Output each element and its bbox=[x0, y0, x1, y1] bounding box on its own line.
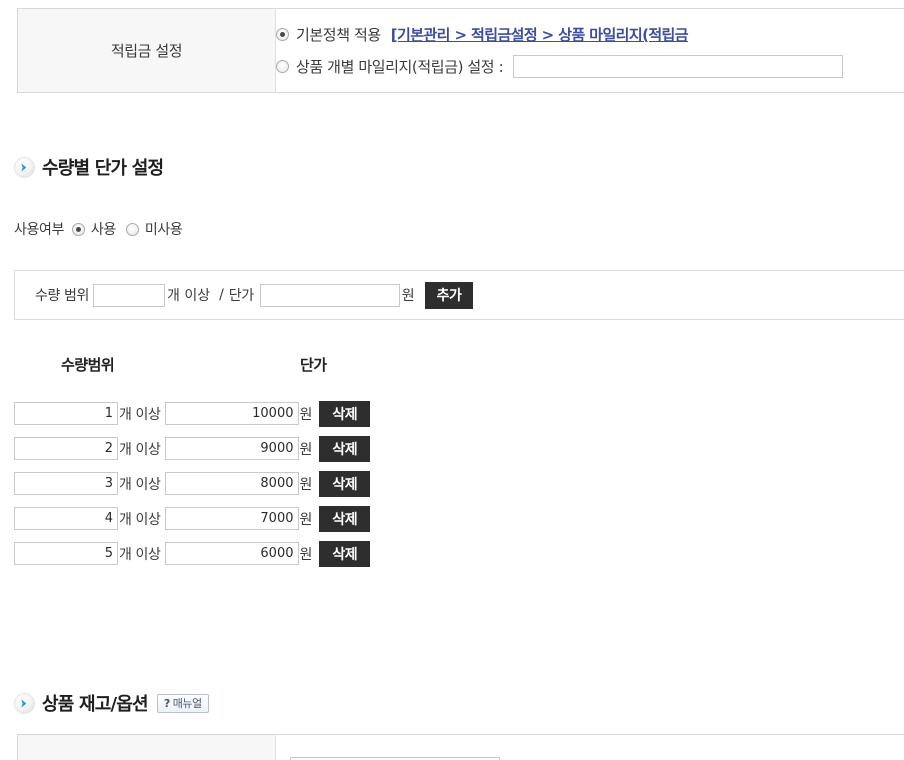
use-no-label: 미사용 bbox=[144, 222, 183, 238]
mileage-individual-input[interactable] bbox=[513, 55, 844, 78]
mileage-settings-row: 적립금 설정 기본정책 적용 [기본관리 > 적립금설정 > 상품 마일리지(적… bbox=[17, 8, 904, 93]
mileage-default-policy-radio[interactable] bbox=[276, 28, 289, 41]
mileage-default-policy-label: 기본정책 적용 bbox=[296, 26, 381, 44]
tier-header-price: 단가 bbox=[300, 356, 327, 374]
delete-tier-button[interactable]: 삭제 bbox=[319, 505, 371, 532]
stock-section-title: 상품 재고/옵션 bbox=[42, 694, 149, 715]
table-row: 개 이상 원 삭제 bbox=[14, 396, 371, 431]
tier-rows-list: 개 이상원삭제개 이상원삭제개 이상원삭제개 이상원삭제개 이상원삭제 bbox=[14, 396, 371, 571]
mileage-individual-radio[interactable] bbox=[276, 60, 289, 73]
add-price-unit: 원 bbox=[401, 288, 415, 304]
question-mark-icon: ? bbox=[163, 696, 170, 710]
mileage-policy-link[interactable]: [기본관리 > 적립금설정 > 상품 마일리지(적립금 bbox=[390, 26, 689, 44]
arrow-right-icon bbox=[14, 156, 35, 178]
tier-price-input[interactable] bbox=[164, 402, 299, 425]
tier-price-unit: 원 bbox=[299, 546, 313, 563]
table-row: 개 이상 원 삭제 bbox=[14, 466, 371, 501]
manual-button[interactable]: ? 매뉴얼 bbox=[156, 693, 209, 713]
mileage-default-policy-option[interactable]: 기본정책 적용 [기본관리 > 적립금설정 > 상품 마일리지(적립금 bbox=[276, 19, 904, 51]
add-tier-box: 수량 범위 개 이상 / 단가 원 추가 bbox=[14, 270, 904, 320]
add-tier-button[interactable]: 추가 bbox=[424, 281, 474, 309]
add-quantity-input[interactable] bbox=[92, 283, 165, 307]
delete-tier-button[interactable]: 삭제 bbox=[319, 540, 371, 567]
add-row-separator: / bbox=[219, 287, 224, 303]
tier-quantity-unit: 개 이상 bbox=[119, 476, 161, 493]
tier-price-unit: 원 bbox=[299, 441, 313, 458]
tier-quantity-unit: 개 이상 bbox=[119, 511, 161, 528]
use-yes-label: 사용 bbox=[90, 222, 116, 238]
delete-tier-button[interactable]: 삭제 bbox=[319, 435, 371, 462]
tier-price-input[interactable] bbox=[164, 472, 299, 495]
mileage-settings-label: 적립금 설정 bbox=[17, 8, 276, 93]
delete-tier-button[interactable]: 삭제 bbox=[319, 400, 371, 427]
table-row: 개 이상 원 삭제 bbox=[14, 501, 371, 536]
tier-price-unit: 원 bbox=[299, 476, 313, 493]
qty-price-section-heading: 수량별 단가 설정 bbox=[14, 154, 164, 180]
table-row: 개 이상 원 삭제 bbox=[14, 431, 371, 466]
mileage-settings-table: 적립금 설정 기본정책 적용 [기본관리 > 적립금설정 > 상품 마일리지(적… bbox=[17, 8, 904, 93]
add-quantity-unit: 개 이상 bbox=[166, 288, 211, 304]
mileage-individual-label: 상품 개별 마일리지(적립금) 설정 : bbox=[296, 58, 504, 76]
arrow-right-icon bbox=[14, 692, 35, 714]
tier-quantity-unit: 개 이상 bbox=[119, 546, 161, 563]
tier-quantity-input[interactable] bbox=[14, 437, 118, 460]
stock-options-body-cell bbox=[275, 734, 904, 760]
stock-options-input[interactable] bbox=[290, 757, 500, 760]
tier-price-input[interactable] bbox=[164, 542, 299, 565]
qty-price-section-title: 수량별 단가 설정 bbox=[42, 158, 164, 179]
use-no-radio[interactable] bbox=[125, 222, 139, 236]
add-price-label: 단가 bbox=[228, 288, 254, 304]
stock-options-table bbox=[17, 734, 904, 760]
tier-quantity-input[interactable] bbox=[14, 472, 118, 495]
tier-price-input[interactable] bbox=[164, 507, 299, 530]
tier-quantity-input[interactable] bbox=[14, 507, 118, 530]
stock-section-heading: 상품 재고/옵션 ? 매뉴얼 bbox=[14, 690, 209, 716]
delete-tier-button[interactable]: 삭제 bbox=[319, 470, 371, 497]
mileage-settings-body: 기본정책 적용 [기본관리 > 적립금설정 > 상품 마일리지(적립금 상품 개… bbox=[275, 8, 904, 93]
mileage-individual-option[interactable]: 상품 개별 마일리지(적립금) 설정 : bbox=[276, 51, 904, 83]
use-toggle-label: 사용여부 bbox=[14, 222, 64, 238]
add-range-label: 수량 범위 bbox=[35, 288, 89, 304]
use-toggle-row: 사용여부 사용 미사용 bbox=[14, 219, 192, 239]
tier-price-input[interactable] bbox=[164, 437, 299, 460]
tier-quantity-unit: 개 이상 bbox=[119, 441, 161, 458]
tier-quantity-unit: 개 이상 bbox=[119, 406, 161, 423]
tier-header-quantity: 수량범위 bbox=[61, 356, 115, 374]
table-row: 개 이상 원 삭제 bbox=[14, 536, 371, 571]
tier-price-unit: 원 bbox=[299, 406, 313, 423]
tier-quantity-input[interactable] bbox=[14, 542, 118, 565]
tier-price-unit: 원 bbox=[299, 511, 313, 528]
stock-options-row bbox=[17, 734, 904, 760]
manual-button-label: 매뉴얼 bbox=[172, 697, 202, 710]
stock-options-label-cell bbox=[17, 734, 276, 760]
tier-quantity-input[interactable] bbox=[14, 402, 118, 425]
use-yes-radio[interactable] bbox=[71, 222, 85, 236]
add-price-input[interactable] bbox=[259, 283, 400, 307]
